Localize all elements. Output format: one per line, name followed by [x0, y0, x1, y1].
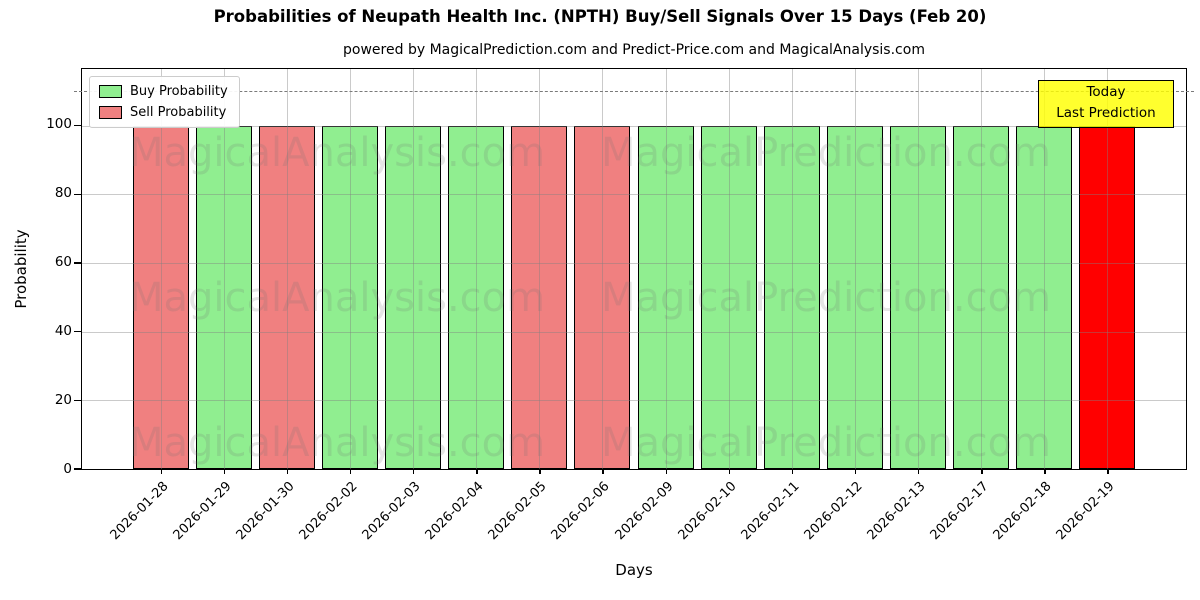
bar-slot: 2026-02-13 — [865, 69, 950, 543]
y-tick-mark — [74, 124, 81, 127]
plot-area: 2026-01-28 2026-01-29 2026-01-30 2026-02-02… — [74, 68, 1194, 543]
v-gridline — [854, 69, 856, 469]
y-axis-ticks: 0 20 40 60 80 100 — [0, 68, 74, 477]
bar-slot: 2026-02-02 — [297, 69, 381, 543]
bar-buy — [321, 125, 378, 469]
v-gridline — [1107, 69, 1109, 469]
x-tick-mark — [918, 469, 920, 474]
x-tick-mark — [1107, 469, 1109, 474]
annotation-line1: Today — [1086, 84, 1126, 100]
bar-buy — [1016, 125, 1073, 469]
legend-label: Sell Probability — [130, 105, 227, 120]
bar-buy — [890, 125, 947, 469]
bar-buy — [953, 125, 1010, 469]
legend-item: Sell Probability — [99, 105, 228, 120]
chart-title: Probabilities of Neupath Health Inc. (NP… — [213, 7, 987, 26]
v-gridline — [286, 69, 288, 469]
x-tick-mark — [665, 469, 667, 474]
bar-sell — [258, 125, 315, 469]
y-tick-mark — [74, 330, 81, 333]
y-tick-label: 60 — [54, 253, 72, 270]
x-tick-mark — [602, 469, 604, 474]
y-tick-label: 40 — [54, 322, 72, 339]
v-gridline — [1044, 69, 1046, 469]
x-tick-mark — [223, 469, 226, 474]
y-tick-label: 0 — [63, 461, 72, 477]
v-gridline — [413, 69, 415, 469]
y-tick-label: 100 — [46, 115, 72, 132]
bar-slot: 2026-01-28 — [107, 69, 192, 543]
y-tick-label: 20 — [54, 391, 72, 408]
h-gridline — [82, 400, 1186, 402]
chart-subtitle: powered by MagicalPrediction.com and Pre… — [343, 42, 925, 58]
legend-swatch — [99, 85, 122, 98]
bar-buy — [195, 125, 252, 469]
x-tick-mark — [1044, 469, 1046, 474]
legend-label: Buy Probability — [130, 84, 228, 99]
h-gridline — [82, 331, 1186, 333]
bar-slot: 2026-02-03 — [360, 69, 445, 543]
h-gridline — [82, 125, 1186, 127]
v-gridline — [476, 69, 478, 469]
x-tick-mark — [286, 469, 289, 474]
x-tick-mark — [791, 469, 794, 474]
bar-buy — [826, 125, 883, 469]
bar-buy — [700, 125, 757, 469]
bar-slot: 2026-02-12 — [802, 69, 886, 543]
bar-slot: 2026-01-29 — [170, 69, 255, 543]
x-tick-mark — [728, 469, 731, 474]
x-tick-mark — [476, 469, 478, 474]
y-tick-label: 80 — [54, 184, 72, 201]
legend: Buy Probability Sell Probability — [89, 76, 240, 128]
legend-swatch — [99, 106, 122, 119]
h-gridline — [82, 194, 1186, 196]
v-gridline — [349, 69, 351, 469]
bar-slot: 2026-02-11 — [738, 69, 823, 543]
bar-slot: 2026-02-09 — [612, 69, 697, 543]
v-gridline — [918, 69, 920, 469]
v-gridline — [539, 69, 541, 469]
annotation-line2: Last Prediction — [1056, 104, 1156, 121]
today-annotation-box: Today Last Prediction — [1038, 80, 1174, 128]
bar-slot: 2026-02-04 — [423, 69, 508, 543]
y-tick-mark — [74, 399, 81, 402]
v-gridline — [160, 69, 162, 469]
x-axis-label: Days — [615, 561, 653, 579]
bar-slot: 2026-02-05 — [486, 69, 571, 543]
h-gridline — [82, 262, 1186, 264]
bar-buy — [385, 125, 442, 469]
bar-slot: 2026-02-17 — [928, 69, 1013, 543]
v-gridline — [728, 69, 730, 469]
bar-slot: 2026-01-30 — [233, 69, 318, 543]
today-guide-dashed-line — [74, 91, 1194, 93]
x-tick-mark — [539, 469, 541, 474]
bar-buy — [763, 125, 820, 469]
bar-slot: 2026-02-18 — [991, 69, 1076, 543]
bar-buy — [448, 125, 505, 469]
bar-slot: 2026-02-10 — [675, 69, 760, 543]
bars-row: 2026-01-28 2026-01-29 2026-01-30 2026-02-02… — [82, 69, 1186, 543]
x-tick-mark — [349, 469, 352, 474]
bar-slot: 2026-02-06 — [549, 69, 634, 543]
bar-slot: 2026-02-19 — [1054, 69, 1139, 543]
v-gridline — [981, 69, 983, 469]
v-gridline — [791, 69, 793, 469]
bar-sell — [132, 125, 189, 469]
bar-sell — [511, 125, 568, 469]
y-tick-mark — [74, 262, 81, 264]
x-tick-mark — [981, 469, 983, 474]
x-tick-mark — [160, 469, 162, 474]
y-tick-mark — [74, 468, 81, 470]
v-gridline — [602, 69, 604, 469]
y-tick-mark — [74, 193, 81, 195]
bar-sell — [574, 125, 631, 469]
v-gridline — [665, 69, 667, 469]
x-tick-mark — [413, 469, 415, 474]
x-tick-mark — [854, 469, 857, 474]
legend-item: Buy Probability — [99, 84, 228, 99]
v-gridline — [223, 69, 225, 469]
bar-buy — [637, 125, 694, 469]
